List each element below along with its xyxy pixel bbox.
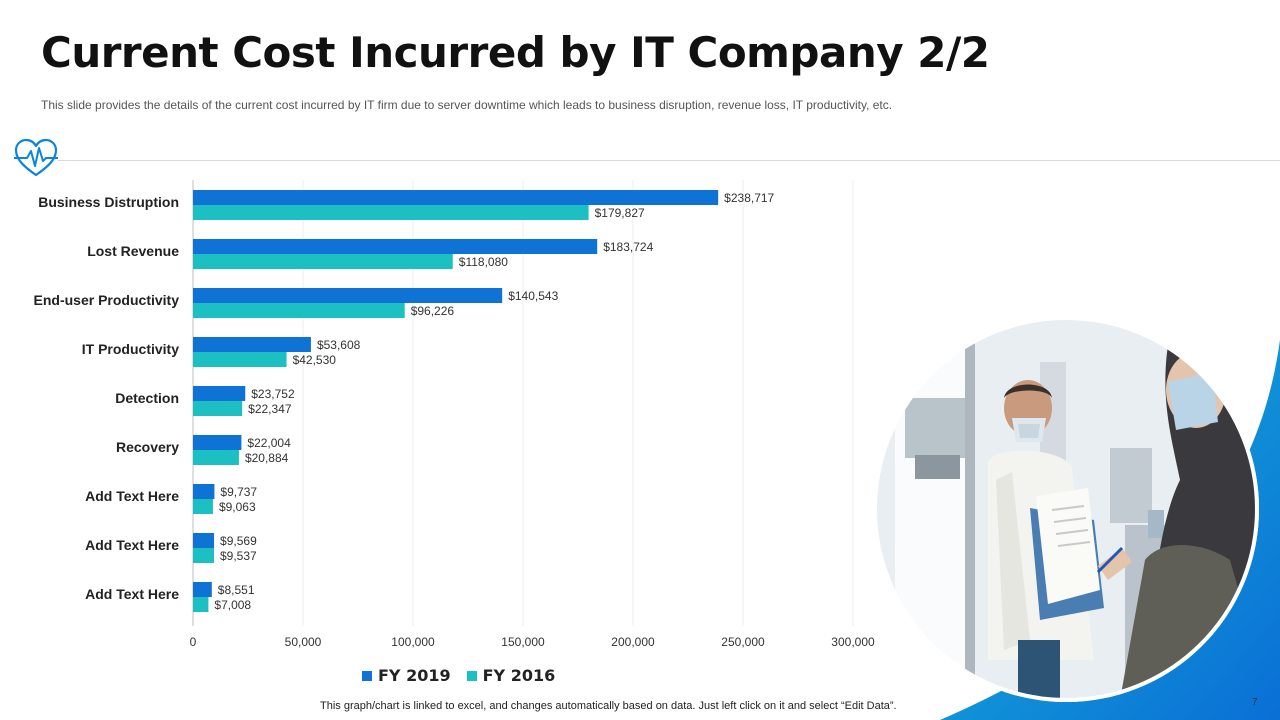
data-label: $22,004 — [247, 436, 291, 450]
category-label: Business Distruption — [38, 194, 179, 210]
bar-fy2016 — [193, 205, 589, 220]
page-subtitle: This slide provides the details of the c… — [41, 98, 893, 112]
category-label: IT Productivity — [82, 341, 179, 357]
bar-fy2019 — [193, 582, 212, 597]
data-label: $179,827 — [595, 206, 645, 220]
x-tick-label: 0 — [190, 635, 197, 649]
legend-swatch-fy2019 — [362, 670, 372, 681]
header-divider — [58, 160, 1280, 161]
legend-swatch-fy2016 — [466, 670, 477, 681]
legend-item-fy2016: FY 2016 — [466, 666, 556, 685]
data-label: $9,737 — [220, 485, 257, 499]
x-tick-label: 200,000 — [611, 635, 655, 649]
data-label: $42,530 — [293, 353, 337, 367]
data-label: $53,608 — [317, 338, 361, 352]
x-tick-label: 250,000 — [721, 635, 765, 649]
bar-fy2019 — [193, 435, 242, 450]
chart-footnote: This graph/chart is linked to excel, and… — [320, 700, 897, 712]
data-label: $9,537 — [220, 549, 257, 563]
category-label: Lost Revenue — [87, 243, 179, 259]
data-label: $96,226 — [411, 304, 455, 318]
legend-item-fy2019: FY 2019 — [362, 666, 451, 685]
x-tick-label: 100,000 — [391, 635, 435, 649]
category-label: End-user Productivity — [34, 292, 180, 308]
bar-fy2016 — [193, 597, 209, 612]
bar-fy2016 — [193, 401, 243, 416]
x-tick-label: 50,000 — [285, 635, 322, 649]
x-tick-label: 150,000 — [501, 635, 545, 649]
chart-legend: FY 2019 FY 2016 — [362, 666, 555, 685]
data-label: $22,347 — [248, 402, 292, 416]
bar-fy2019 — [193, 190, 719, 205]
page-title: Current Cost Incurred by IT Company 2/2 — [41, 28, 990, 77]
bar-fy2019 — [193, 484, 215, 499]
bar-fy2016 — [193, 450, 239, 465]
bar-fy2019 — [193, 288, 503, 303]
bar-fy2019 — [193, 386, 246, 401]
doctor-patient-photo — [873, 316, 1280, 720]
bar-fy2016 — [193, 254, 453, 269]
category-label: Add Text Here — [85, 586, 179, 602]
category-label: Detection — [115, 390, 179, 406]
data-label: $7,008 — [214, 598, 251, 612]
category-label: Add Text Here — [85, 537, 179, 553]
category-label: Add Text Here — [85, 488, 179, 504]
data-label: $238,717 — [724, 191, 774, 205]
legend-label-fy2016: FY 2016 — [482, 666, 556, 685]
bar-fy2019 — [193, 239, 598, 254]
data-label: $8,551 — [218, 583, 255, 597]
bar-fy2016 — [193, 303, 405, 318]
x-tick-label: 300,000 — [831, 635, 875, 649]
data-label: $183,724 — [603, 240, 653, 254]
data-label: $23,752 — [251, 387, 295, 401]
bar-fy2016 — [193, 548, 214, 563]
data-label: $9,063 — [219, 500, 256, 514]
bar-fy2019 — [193, 337, 311, 352]
heart-pulse-icon — [14, 138, 58, 177]
page-number: 7 — [1252, 697, 1258, 708]
data-label: $140,543 — [508, 289, 558, 303]
data-label: $118,080 — [459, 255, 508, 269]
bar-fy2016 — [193, 499, 213, 514]
legend-label-fy2019: FY 2019 — [378, 666, 451, 685]
category-label: Recovery — [116, 439, 179, 455]
data-label: $20,884 — [245, 451, 289, 465]
bar-fy2016 — [193, 352, 287, 367]
bar-fy2019 — [193, 533, 215, 548]
data-label: $9,569 — [220, 534, 257, 548]
